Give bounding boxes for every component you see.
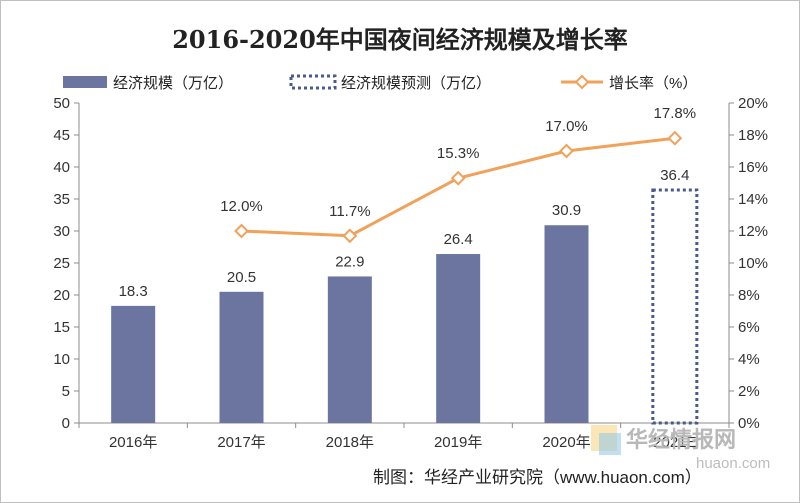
watermark-logo-icon (591, 425, 621, 455)
axes: 0 5 10 15 20 25 30 35 40 45 50 0% 2% 4% 6% 8% 10% 12% 14% 1… (53, 95, 768, 451)
bars (111, 188, 699, 425)
growth-point-marker (667, 130, 683, 146)
right-tick-label: 4% (738, 351, 760, 368)
right-tick-label: 14% (738, 191, 768, 208)
right-tick-label: 18% (738, 127, 768, 144)
legend-label-line: 增长率（%） (609, 75, 697, 92)
bar-value-label: 30.9 (552, 202, 581, 219)
growth-point-marker (342, 228, 358, 244)
legend-swatch-forecast (289, 74, 337, 90)
growth-point-marker (559, 143, 574, 159)
right-tick-label: 8% (738, 287, 760, 304)
left-tick-label: 45 (53, 127, 70, 144)
chart-title: 2016-2020年中国夜间经济规模及增长率 (172, 25, 628, 54)
growth-value-label: 12.0% (220, 198, 263, 215)
growth-line (234, 130, 683, 244)
left-tick-label: 50 (53, 95, 70, 112)
growth-value-label: 17.0% (545, 118, 588, 135)
growth-point-marker (450, 170, 466, 186)
legend-swatch-bar (63, 76, 107, 88)
bar-value-label: 22.9 (335, 253, 364, 270)
x-tick-label: 2016年 (109, 434, 157, 451)
bar (111, 305, 156, 423)
growth-value-label: 11.7% (329, 203, 370, 220)
right-tick-label: 10% (738, 255, 768, 272)
x-tick-label: 2018年 (326, 434, 374, 451)
watermark: 华经情报网 huaon.com (591, 425, 770, 472)
right-tick-label: 16% (738, 159, 768, 176)
source-label: 制图：华经产业研究院（www.huaon.com） (373, 468, 702, 487)
forecast-value-label: 36.4 (660, 167, 689, 184)
bar (219, 291, 264, 423)
bar-value-label: 20.5 (227, 269, 256, 286)
right-tick-label: 20% (738, 95, 768, 112)
growth-point-marker (234, 223, 249, 239)
x-tick-label: 2020年 (542, 434, 590, 451)
x-tick-label: 2019年 (434, 434, 482, 451)
watermark-cn: 华经情报网 (626, 427, 736, 452)
legend-label-bar: 经济规模（万亿） (113, 75, 233, 92)
bar (436, 254, 481, 423)
x-tick-label: 2017年 (217, 434, 265, 451)
legend: 经济规模（万亿） 经济规模预测（万亿） 增长率（%） (63, 74, 697, 92)
right-tick-label: 0% (738, 415, 760, 432)
left-tick-label: 0 (62, 415, 70, 432)
bar (544, 225, 589, 423)
growth-value-label: 15.3% (437, 145, 480, 162)
left-tick-label: 35 (53, 191, 70, 208)
left-tick-label: 40 (53, 159, 70, 176)
bar-value-label: 26.4 (444, 231, 473, 248)
right-tick-label: 2% (738, 383, 760, 400)
forecast-bar (651, 188, 699, 425)
right-tick-label: 6% (738, 319, 760, 336)
left-tick-label: 25 (53, 255, 70, 272)
left-tick-label: 20 (53, 287, 70, 304)
left-tick-label: 30 (53, 223, 70, 240)
watermark-en: huaon.com (696, 455, 770, 472)
x-tick-label: 2021E (653, 434, 696, 451)
left-tick-label: 15 (53, 319, 70, 336)
growth-value-label: 17.8% (654, 105, 697, 122)
left-tick-label: 10 (53, 351, 70, 368)
bar (327, 276, 372, 423)
left-tick-label: 5 (62, 383, 70, 400)
legend-swatch-marker (574, 74, 590, 90)
data-labels: 18.3 20.5 22.9 26.4 30.9 36.4 12.0% 11.7% 15.3% 1… (119, 105, 697, 300)
bar-value-label: 18.3 (119, 283, 148, 300)
right-tick-label: 12% (738, 223, 768, 240)
legend-label-forecast: 经济规模预测（万亿） (341, 75, 491, 92)
